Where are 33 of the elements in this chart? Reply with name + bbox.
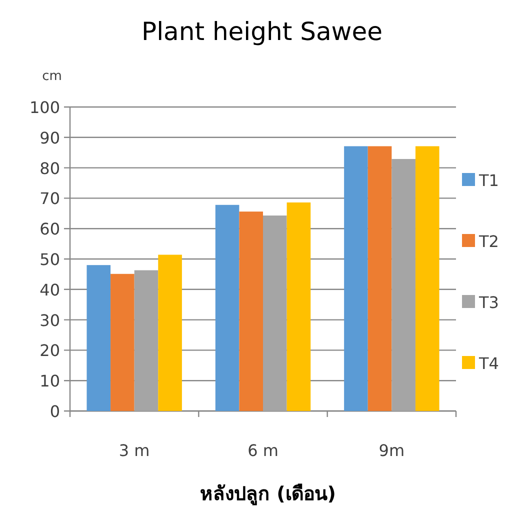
x-tick-label: 6 m [248,441,278,460]
y-tick-label: 10 [40,372,60,391]
y-axis-title: cm [42,69,62,84]
bar [344,146,368,411]
legend-label: T2 [478,232,499,251]
y-tick-label: 50 [40,250,60,269]
chart-title: Plant height Sawee [142,17,382,46]
legend-label: T4 [478,354,499,373]
bar [392,158,416,411]
y-tick-label: 0 [50,402,60,421]
bar [286,202,311,411]
bar [158,254,182,411]
y-tick-label: 70 [40,189,60,208]
y-tick-label: 40 [40,280,60,300]
bar [110,274,134,411]
y-tick-label: 20 [40,341,60,360]
y-tick-label: 30 [40,310,60,330]
x-tick-label: 9m [378,441,405,460]
legend-label: T3 [478,293,499,312]
x-axis-title: หลังปลูก (เดือน) [200,483,336,506]
bar [134,270,158,411]
y-tick-label: 90 [40,128,60,148]
bar [86,265,111,411]
bar [215,204,240,411]
bar [368,146,392,411]
y-tick-label: 100 [29,98,60,117]
bar [415,146,440,411]
y-tick-label: 60 [40,220,60,239]
x-tick-label: 3 m [118,441,150,460]
bar [239,212,263,411]
bar [263,216,287,411]
y-tick-label: 80 [40,158,60,178]
legend-label: T1 [478,171,499,190]
